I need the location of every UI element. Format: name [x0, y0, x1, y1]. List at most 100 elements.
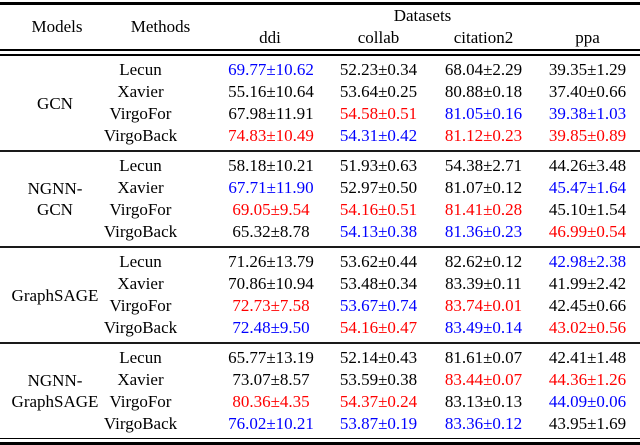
score-cell: 55.16±10.64 [228, 82, 314, 101]
score-cell: 67.71±11.90 [228, 178, 314, 197]
score-cell: 39.85±0.89 [548, 126, 627, 145]
score-cell: 65.32±8.78 [232, 222, 310, 241]
score-cell: 80.88±0.18 [444, 82, 523, 101]
score-cell: 73.07±8.57 [232, 370, 310, 389]
col-header-citation2: citation2 [453, 28, 514, 47]
col-header-datasets: Datasets [393, 6, 452, 25]
score-cell: 43.95±1.69 [548, 414, 627, 433]
model-label: GraphSAGE [11, 285, 99, 305]
score-cell: 51.93±0.63 [339, 156, 418, 175]
score-cell: 74.83±10.49 [228, 126, 314, 145]
score-cell: 68.04±2.29 [444, 60, 523, 79]
score-cell: 45.10±1.54 [548, 200, 627, 219]
model-label: GCN [37, 93, 73, 113]
score-cell: 58.18±10.21 [228, 156, 314, 175]
score-cell: 82.62±0.12 [444, 252, 523, 271]
method-label: VirgoFor [109, 200, 172, 219]
score-cell: 54.38±2.71 [444, 156, 523, 175]
method-label: VirgoFor [109, 104, 172, 123]
score-cell: 53.64±0.25 [339, 82, 418, 101]
score-cell: 53.59±0.38 [339, 370, 418, 389]
model-group: NGNN- GCN Lecun 58.18±10.21 51.93±0.63 54.38±… [0, 152, 640, 246]
col-header-models: Models [31, 17, 83, 36]
score-cell: 70.86±10.94 [228, 274, 314, 293]
method-label: Xavier [117, 82, 164, 101]
score-cell: 83.44±0.07 [444, 370, 523, 389]
table-top-rule [0, 2, 640, 5]
score-cell: 42.41±1.48 [548, 348, 627, 367]
score-cell: 45.47±1.64 [548, 178, 627, 197]
score-cell: 67.98±11.91 [228, 104, 314, 123]
method-label: Lecun [119, 252, 162, 271]
score-cell: 37.40±0.66 [548, 82, 627, 101]
model-label: NGNN- GCN [27, 179, 83, 219]
score-cell: 83.13±0.13 [444, 392, 523, 411]
score-cell: 81.07±0.12 [444, 178, 523, 197]
score-cell: 41.99±2.42 [548, 274, 627, 293]
score-cell: 72.48±9.50 [232, 318, 310, 337]
col-header-methods: Methods [130, 17, 191, 36]
method-label: Xavier [117, 274, 164, 293]
model-group: NGNN- GraphSAGE Lecun 65.77±13.19 52.14±0.43… [0, 344, 640, 438]
header-double-rule [0, 49, 640, 56]
method-label: Lecun [119, 156, 162, 175]
group-separator-line [0, 246, 640, 248]
score-cell: 83.74±0.01 [444, 296, 523, 315]
score-cell: 80.36±4.35 [232, 392, 310, 411]
score-cell: 69.77±10.62 [228, 60, 314, 79]
score-cell: 53.48±0.34 [339, 274, 418, 293]
model-label: NGNN- GraphSAGE [11, 371, 99, 411]
score-cell: 54.31±0.42 [339, 126, 418, 145]
score-cell: 42.98±2.38 [548, 252, 627, 271]
table-body: GCN Lecun 69.77±10.62 52.23±0.34 68.04±2.29 3… [0, 56, 640, 438]
score-cell: 54.16±0.47 [339, 318, 418, 337]
method-label: Xavier [117, 370, 164, 389]
method-label: Lecun [119, 60, 162, 79]
score-cell: 44.09±0.06 [548, 392, 627, 411]
group-separator-line [0, 150, 640, 152]
score-cell: 69.05±9.54 [232, 200, 310, 219]
score-cell: 81.12±0.23 [444, 126, 523, 145]
score-cell: 42.45±0.66 [548, 296, 627, 315]
score-cell: 65.77±13.19 [228, 348, 314, 367]
method-label: VirgoBack [103, 126, 178, 145]
method-label: VirgoBack [103, 222, 178, 241]
score-cell: 52.23±0.34 [339, 60, 418, 79]
score-cell: 44.26±3.48 [548, 156, 627, 175]
method-label: Lecun [119, 348, 162, 367]
table-header: Models Methods Datasets ddi collab citat… [0, 5, 640, 49]
method-label: VirgoFor [109, 392, 172, 411]
col-header-ddi: ddi [259, 28, 281, 47]
score-cell: 52.14±0.43 [339, 348, 418, 367]
score-cell: 44.36±1.26 [548, 370, 627, 389]
model-group: GraphSAGE Lecun 71.26±13.79 53.62±0.44 82.62… [0, 248, 640, 342]
method-label: VirgoFor [109, 296, 172, 315]
method-label: VirgoBack [103, 318, 178, 337]
score-cell: 54.16±0.51 [339, 200, 418, 219]
score-cell: 54.37±0.24 [339, 392, 418, 411]
score-cell: 83.39±0.11 [445, 274, 522, 293]
model-group: GCN Lecun 69.77±10.62 52.23±0.34 68.04±2.29 3… [0, 56, 640, 150]
col-header-collab: collab [357, 28, 400, 47]
score-cell: 53.87±0.19 [339, 414, 418, 433]
score-cell: 81.61±0.07 [444, 348, 523, 367]
score-cell: 76.02±10.21 [228, 414, 314, 433]
method-label: Xavier [117, 178, 164, 197]
score-cell: 81.05±0.16 [444, 104, 523, 123]
score-cell: 54.13±0.38 [339, 222, 418, 241]
score-cell: 39.38±1.03 [548, 104, 627, 123]
table-bottom-rule [0, 438, 640, 445]
score-cell: 83.36±0.12 [444, 414, 523, 433]
score-cell: 52.97±0.50 [339, 178, 418, 197]
score-cell: 46.99±0.54 [548, 222, 627, 241]
score-cell: 72.73±7.58 [232, 296, 310, 315]
score-cell: 39.35±1.29 [548, 60, 627, 79]
score-cell: 81.36±0.23 [444, 222, 523, 241]
score-cell: 53.67±0.74 [339, 296, 418, 315]
score-cell: 71.26±13.79 [228, 252, 314, 271]
score-cell: 53.62±0.44 [339, 252, 418, 271]
group-separator-line [0, 342, 640, 344]
col-header-ppa: ppa [575, 28, 600, 47]
score-cell: 83.49±0.14 [444, 318, 523, 337]
